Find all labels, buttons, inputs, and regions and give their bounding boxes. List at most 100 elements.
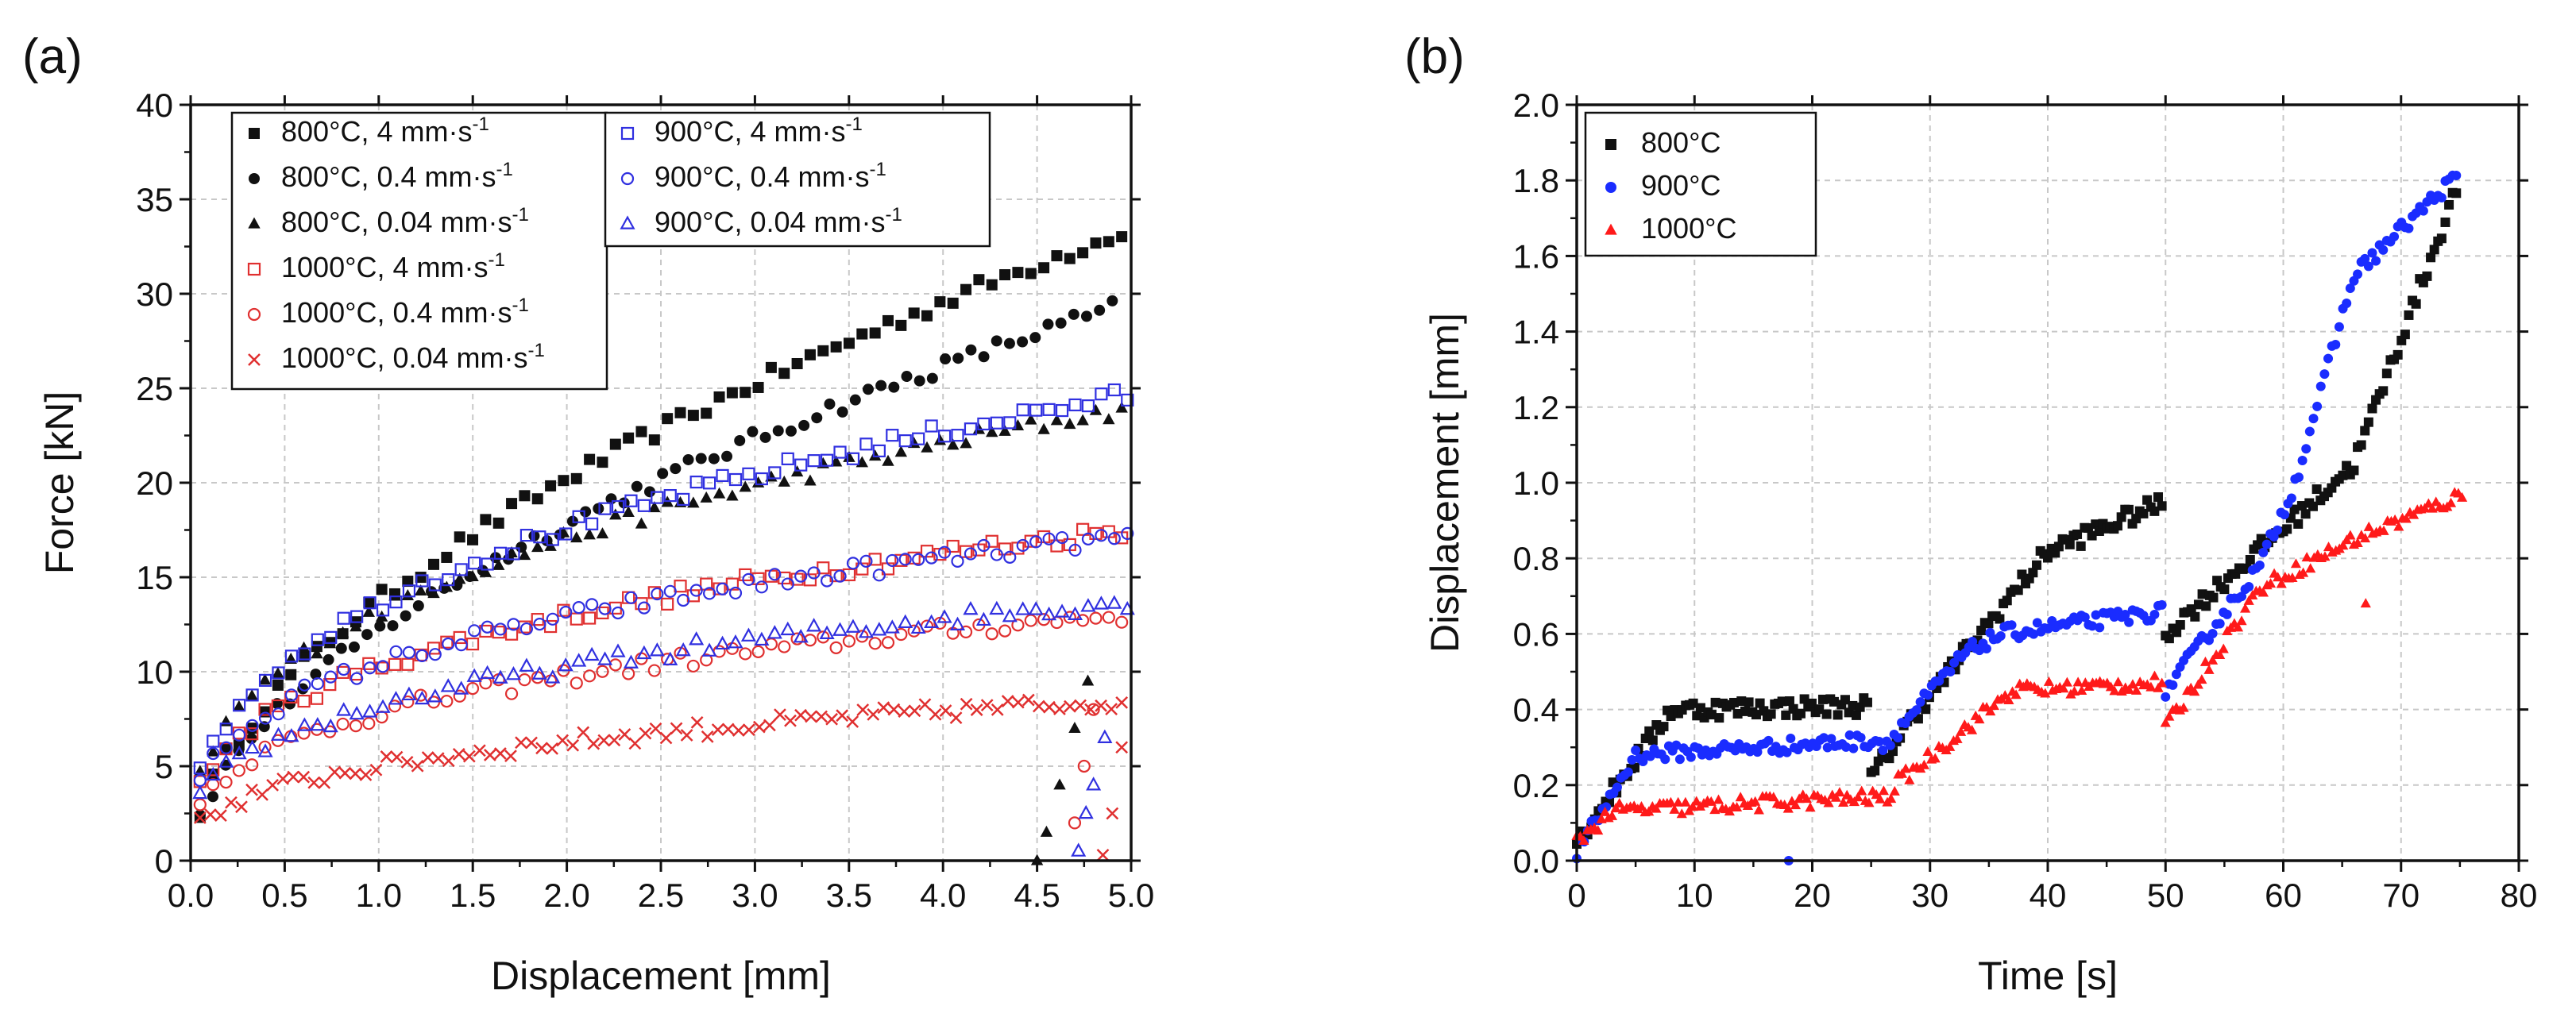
data-point [1806,698,1817,708]
legend-marker [1605,223,1617,235]
data-point [1087,703,1100,716]
data-point [768,466,782,480]
data-point [465,682,480,696]
data-point [1923,690,1933,700]
data-point [765,361,777,373]
data-point [1015,601,1031,615]
data-point [886,553,899,568]
data-point [310,669,322,680]
data-point [690,716,704,729]
data-point [2186,604,2196,615]
data-point [1102,611,1115,624]
data-point [806,618,822,632]
data-point [1889,785,1900,796]
data-point [1038,262,1050,274]
data-point [388,589,401,601]
data-point [784,714,797,727]
data-point [1051,250,1063,262]
data-point [598,602,612,615]
data-point [519,490,531,502]
data-point [689,476,703,489]
data-point [1709,804,1721,815]
data-point [855,562,869,576]
data-point [232,764,245,777]
data-point [2408,509,2420,519]
data-point [570,531,583,543]
data-point [480,665,496,680]
data-point [908,704,921,718]
data-point [231,745,247,760]
data-point [1844,730,1855,740]
data-point [635,426,647,437]
data-point [1115,741,1129,754]
data-point [2331,340,2341,350]
data-point [794,569,808,583]
data-point [610,643,626,657]
data-point [440,695,454,708]
data-point [411,759,424,773]
data-point [1660,754,1670,765]
data-point [505,666,522,680]
data-point [453,689,466,703]
data-point [492,517,504,529]
data-point [820,453,834,467]
data-point [1037,422,1050,434]
data-point [2243,595,2254,605]
data-point [662,651,678,666]
data-point [1105,703,1118,715]
data-point [2161,692,2171,702]
data-point [2334,322,2344,332]
legend-label: 1000°C, 4 mm·s-1 [281,249,505,283]
data-point [2218,643,2229,653]
data-point [1735,792,1746,802]
data-point [452,748,465,761]
data-point [2017,569,2027,580]
data-point [307,776,321,789]
data-point [596,665,609,678]
data-point [898,553,912,566]
data-point [2451,188,2462,198]
data-point [519,622,534,636]
data-point [946,539,960,553]
data-point [2164,711,2175,721]
data-point [1651,803,1662,813]
data-point [703,476,716,490]
data-point [1823,797,1834,807]
data-point [214,809,227,823]
data-point [1821,709,1832,719]
data-point [842,568,856,582]
x-tick-label: 40 [2030,877,2067,914]
data-point [1080,310,1092,322]
data-point [414,688,427,702]
data-point [1763,735,1774,746]
data-point [225,796,238,809]
data-point [740,387,751,399]
data-point [780,621,796,636]
legend-box [1584,111,1817,257]
data-point [637,601,651,615]
data-point [677,492,690,507]
data-point [742,467,755,480]
data-point [1945,741,1956,751]
data-point [2456,491,2468,502]
data-point [2006,620,2017,630]
data-point [833,569,847,583]
data-point [577,726,590,739]
data-point [1053,703,1066,715]
data-point [1090,237,1102,249]
legend-marker [247,307,261,322]
data-point [1115,401,1128,413]
data-point [1695,703,1705,713]
data-point [832,622,848,636]
data-point [380,750,393,763]
data-point [297,695,311,708]
data-point [233,699,245,711]
data-point [1103,413,1115,425]
data-point [1011,696,1025,709]
data-point [991,703,1004,716]
legend-label: 800°C, 0.4 mm·s-1 [281,159,513,193]
data-point [886,429,899,442]
data-point [375,711,388,724]
data-point [546,533,559,546]
data-point [842,634,856,648]
